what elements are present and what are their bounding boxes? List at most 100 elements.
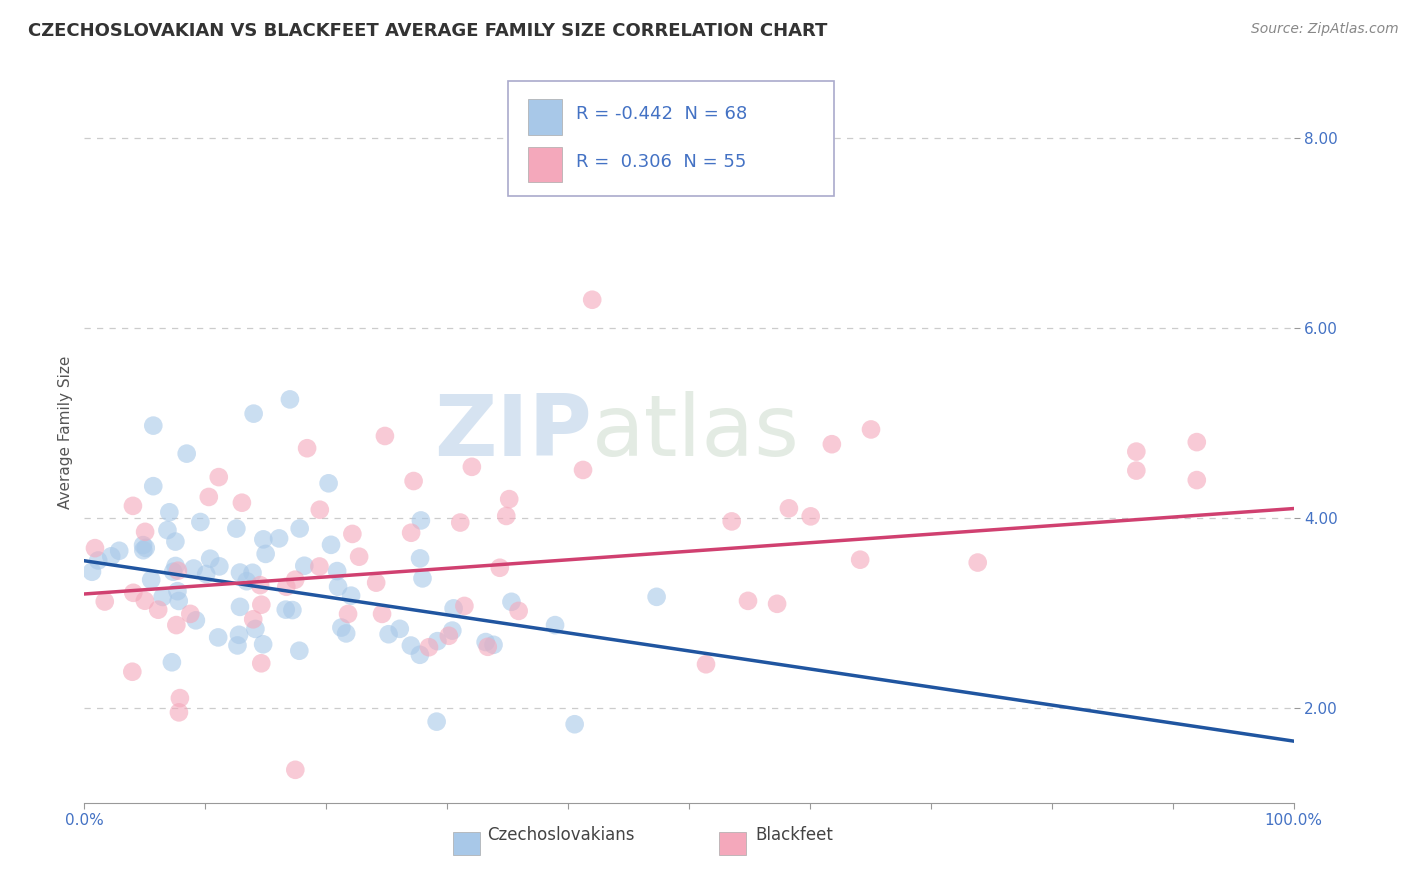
Point: [208, 559, 231, 574]
Point: [409, 648, 432, 662]
Point: [100, 549, 122, 564]
Point: [228, 628, 250, 642]
Point: [426, 634, 449, 648]
FancyBboxPatch shape: [508, 81, 834, 195]
Text: R =  0.306  N = 55: R = 0.306 N = 55: [576, 153, 747, 170]
Text: atlas: atlas: [592, 391, 800, 475]
Point: [135, 541, 157, 555]
Point: [326, 580, 349, 594]
Point: [229, 599, 252, 614]
Point: [278, 392, 301, 407]
Point: [292, 558, 315, 573]
Point: [418, 640, 440, 655]
Point: [399, 525, 422, 540]
Point: [347, 549, 370, 564]
Point: [308, 559, 330, 574]
Text: ZIP: ZIP: [434, 391, 592, 475]
Point: [859, 422, 882, 436]
Point: [288, 521, 311, 535]
Point: [179, 607, 201, 621]
Point: [157, 505, 180, 519]
Point: [318, 476, 340, 491]
Point: [229, 566, 252, 580]
Point: [800, 509, 823, 524]
Point: [141, 573, 163, 587]
Point: [737, 594, 759, 608]
Point: [190, 515, 212, 529]
Point: [330, 621, 353, 635]
Text: Source: ZipAtlas.com: Source: ZipAtlas.com: [1251, 22, 1399, 37]
Point: [778, 501, 800, 516]
Point: [326, 564, 349, 578]
Point: [495, 508, 517, 523]
Point: [84, 541, 107, 556]
Point: [162, 565, 184, 579]
Point: [284, 573, 307, 587]
Point: [108, 543, 131, 558]
Y-axis label: Average Family Size: Average Family Size: [58, 356, 73, 509]
Point: [142, 418, 165, 433]
Point: [87, 553, 110, 567]
Point: [1185, 435, 1208, 450]
Point: [252, 533, 274, 547]
Point: [399, 639, 422, 653]
Point: [225, 522, 247, 536]
Point: [198, 551, 221, 566]
Point: [501, 595, 523, 609]
Point: [474, 635, 496, 649]
Point: [645, 590, 668, 604]
Point: [132, 538, 155, 552]
Point: [242, 612, 264, 626]
Point: [250, 598, 273, 612]
Point: [482, 638, 505, 652]
Point: [167, 706, 190, 720]
Text: CZECHOSLOVAKIAN VS BLACKFEET AVERAGE FAMILY SIZE CORRELATION CHART: CZECHOSLOVAKIAN VS BLACKFEET AVERAGE FAM…: [28, 22, 828, 40]
Point: [374, 429, 396, 443]
Point: [80, 565, 103, 579]
Point: [165, 559, 187, 574]
Point: [402, 474, 425, 488]
Point: [695, 657, 717, 672]
Point: [443, 601, 465, 615]
Point: [134, 524, 156, 539]
Point: [245, 622, 267, 636]
Point: [849, 552, 872, 566]
Point: [449, 516, 471, 530]
Point: [461, 459, 484, 474]
Point: [165, 534, 187, 549]
Point: [254, 547, 277, 561]
Point: [94, 594, 117, 608]
Bar: [720, 832, 745, 855]
Point: [122, 586, 145, 600]
Point: [121, 665, 143, 679]
Point: [183, 561, 205, 575]
Point: [1185, 473, 1208, 487]
Point: [169, 691, 191, 706]
Point: [167, 564, 190, 578]
Point: [276, 580, 298, 594]
Point: [167, 594, 190, 608]
Point: [184, 613, 207, 627]
Point: [508, 604, 530, 618]
Point: [288, 644, 311, 658]
Point: [252, 637, 274, 651]
Point: [132, 543, 155, 558]
Bar: [453, 832, 479, 855]
Point: [208, 470, 231, 484]
Point: [284, 763, 307, 777]
Point: [142, 479, 165, 493]
Point: [409, 513, 432, 527]
Point: [366, 575, 388, 590]
Text: R = -0.442  N = 68: R = -0.442 N = 68: [576, 105, 748, 123]
Point: [281, 603, 304, 617]
Point: [544, 618, 567, 632]
Point: [426, 714, 449, 729]
Point: [1125, 444, 1147, 458]
Point: [821, 437, 844, 451]
Point: [176, 447, 198, 461]
Point: [342, 527, 364, 541]
Point: [319, 538, 342, 552]
Text: Czechoslovakians: Czechoslovakians: [486, 826, 634, 844]
Point: [274, 602, 297, 616]
Point: [207, 631, 229, 645]
